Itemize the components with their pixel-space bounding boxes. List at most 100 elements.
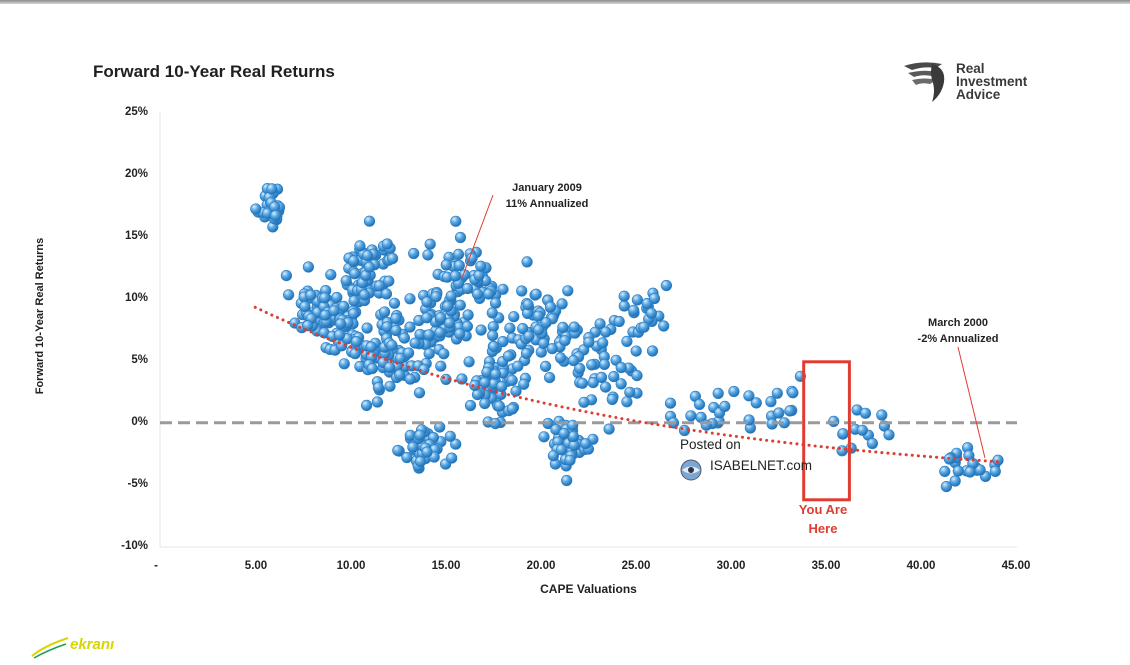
- data-point: [567, 430, 580, 443]
- data-point: [773, 407, 785, 419]
- data-point: [506, 374, 518, 387]
- data-point: [630, 345, 642, 357]
- data-point: [554, 352, 567, 364]
- data-point: [618, 290, 630, 302]
- x-tick-label: 35.00: [811, 560, 841, 572]
- data-point: [348, 308, 360, 320]
- data-point: [532, 310, 544, 322]
- data-point: [784, 405, 796, 417]
- data-point: [603, 423, 615, 435]
- data-point: [325, 269, 337, 281]
- data-point: [388, 297, 401, 309]
- isabelnet-site-text: ISABELNET.com: [710, 458, 813, 473]
- data-point: [372, 382, 385, 394]
- data-point: [449, 270, 461, 282]
- data-point: [475, 324, 487, 336]
- data-point: [381, 238, 393, 250]
- data-point: [453, 259, 465, 272]
- data-point: [348, 295, 360, 307]
- data-point: [521, 256, 533, 268]
- data-point: [422, 249, 434, 261]
- data-point: [444, 317, 456, 329]
- data-point: [631, 370, 643, 382]
- data-point: [564, 454, 576, 466]
- data-point: [479, 397, 491, 410]
- data-point: [532, 324, 545, 336]
- data-point: [424, 238, 436, 250]
- data-point: [658, 320, 670, 332]
- data-point: [559, 335, 571, 347]
- top-border: [0, 0, 1130, 4]
- data-point: [787, 387, 799, 399]
- data-point: [719, 400, 731, 413]
- data-point: [363, 261, 376, 273]
- data-point: [883, 429, 895, 441]
- data-point: [349, 268, 361, 280]
- data-point: [597, 337, 609, 349]
- data-point: [771, 387, 783, 399]
- data-point: [750, 397, 762, 409]
- data-point: [618, 300, 630, 312]
- annotation-leaders: [461, 194, 986, 459]
- data-point: [613, 315, 625, 328]
- data-point: [349, 348, 361, 360]
- data-point: [430, 291, 442, 303]
- data-point: [490, 297, 502, 309]
- jan-2009-annotation: January 2009 11% Annualized: [505, 182, 589, 210]
- data-point: [508, 311, 520, 323]
- y-tick-label: 10%: [124, 292, 148, 304]
- data-point: [335, 318, 347, 330]
- data-point: [487, 330, 499, 342]
- data-point: [538, 431, 550, 443]
- logo-line-1: Real: [956, 61, 985, 76]
- data-point: [354, 240, 366, 252]
- data-point: [712, 387, 724, 400]
- data-point: [454, 328, 466, 340]
- data-point: [964, 466, 976, 478]
- data-point: [523, 330, 535, 342]
- data-point: [578, 396, 590, 408]
- data-point: [361, 250, 374, 262]
- data-point: [510, 385, 522, 397]
- data-point: [266, 183, 278, 195]
- data-point: [404, 373, 416, 385]
- plot-axes: [159, 112, 1017, 548]
- data-point: [522, 299, 534, 311]
- y-tick-label: 20%: [124, 168, 148, 180]
- posted-on-text: Posted on: [680, 437, 741, 452]
- data-point: [646, 345, 659, 357]
- data-point: [380, 288, 393, 300]
- data-point: [366, 363, 378, 375]
- corner-watermark-text: ekranı: [70, 636, 115, 653]
- data-point: [497, 283, 509, 295]
- data-point: [461, 320, 474, 333]
- data-point: [403, 347, 415, 359]
- data-point: [394, 352, 407, 365]
- watermark-swoosh-icon: [31, 637, 69, 659]
- data-point: [423, 329, 435, 341]
- data-point: [506, 403, 518, 415]
- data-point: [543, 372, 556, 384]
- data-point: [361, 322, 373, 334]
- data-point: [512, 360, 524, 372]
- data-point: [645, 307, 658, 319]
- data-point: [445, 290, 457, 302]
- data-point: [398, 332, 411, 344]
- data-point: [270, 210, 282, 222]
- data-point: [414, 456, 427, 468]
- data-point: [390, 312, 402, 325]
- data-point: [483, 288, 495, 300]
- data-point: [250, 203, 262, 215]
- data-point: [561, 474, 573, 487]
- data-point: [608, 371, 620, 383]
- data-point: [384, 380, 396, 392]
- y-tick-label: -10%: [121, 540, 148, 552]
- data-point: [386, 339, 398, 351]
- y-tick-label: -5%: [127, 478, 148, 490]
- y-tick-label: 25%: [124, 106, 148, 118]
- trend-line: [253, 305, 1000, 464]
- data-point: [440, 259, 452, 271]
- data-point: [319, 292, 331, 304]
- data-point: [557, 321, 569, 334]
- data-point: [358, 289, 371, 301]
